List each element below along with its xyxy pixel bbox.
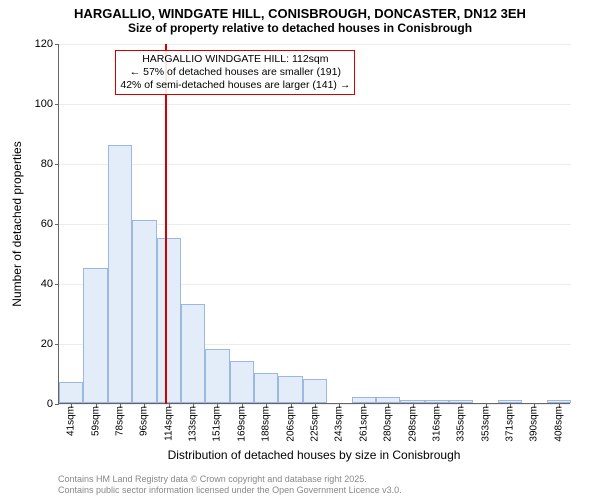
histogram-bar	[376, 397, 400, 403]
x-tick-label: 335sqm	[456, 406, 467, 442]
x-tick-label: 188sqm	[261, 406, 272, 442]
chart-subtitle: Size of property relative to detached ho…	[0, 21, 600, 35]
y-tick-label: 20	[41, 338, 59, 350]
footer-line-2: Contains public sector information licen…	[58, 485, 402, 496]
x-tick-label: 169sqm	[236, 406, 247, 442]
histogram-bar	[278, 376, 302, 403]
chart-plot-area: 02040608010012041sqm59sqm78sqm96sqm114sq…	[58, 44, 570, 404]
annotation-box: HARGALLIO WINDGATE HILL: 112sqm← 57% of …	[115, 50, 355, 95]
histogram-bar	[425, 400, 449, 403]
x-tick-label: 371sqm	[505, 406, 516, 442]
histogram-bar	[59, 382, 83, 403]
x-tick-label: 261sqm	[358, 406, 369, 442]
y-tick-label: 120	[35, 38, 59, 50]
property-marker-line	[165, 44, 167, 404]
x-tick-label: 408sqm	[553, 406, 564, 442]
histogram-bar	[352, 397, 376, 403]
x-tick-label: 316sqm	[431, 406, 442, 442]
chart-title: HARGALLIO, WINDGATE HILL, CONISBROUGH, D…	[0, 6, 600, 21]
histogram-bar	[254, 373, 278, 403]
histogram-bar	[132, 220, 156, 403]
x-tick-label: 298sqm	[407, 406, 418, 442]
x-tick-label: 280sqm	[383, 406, 394, 442]
y-tick-label: 80	[41, 158, 59, 170]
y-tick-label: 0	[47, 398, 59, 410]
x-axis-label: Distribution of detached houses by size …	[58, 448, 570, 462]
annotation-line: ← 57% of detached houses are smaller (19…	[120, 66, 350, 79]
x-tick-label: 390sqm	[529, 406, 540, 442]
annotation-line: HARGALLIO WINDGATE HILL: 112sqm	[120, 53, 350, 66]
histogram-bar	[547, 400, 571, 403]
x-tick-label: 96sqm	[139, 406, 150, 436]
x-tick-label: 225sqm	[310, 406, 321, 442]
y-axis-label: Number of detached properties	[10, 141, 24, 306]
x-tick-label: 78sqm	[114, 406, 125, 436]
histogram-bar	[83, 268, 107, 403]
gridline	[59, 164, 571, 165]
histogram-bar	[205, 349, 229, 403]
x-tick-label: 133sqm	[188, 406, 199, 442]
histogram-bar	[181, 304, 205, 403]
y-tick-label: 40	[41, 278, 59, 290]
x-tick-label: 353sqm	[480, 406, 491, 442]
histogram-bar	[303, 379, 327, 403]
x-tick-label: 114sqm	[163, 406, 174, 441]
x-tick-label: 243sqm	[334, 406, 345, 442]
x-tick-label: 206sqm	[285, 406, 296, 442]
histogram-bar	[498, 400, 522, 403]
annotation-line: 42% of semi-detached houses are larger (…	[120, 79, 350, 92]
footer-line-1: Contains HM Land Registry data © Crown c…	[58, 474, 402, 485]
histogram-bar	[230, 361, 254, 403]
histogram-bar	[400, 400, 424, 403]
y-tick-label: 60	[41, 218, 59, 230]
y-tick-label: 100	[35, 98, 59, 110]
x-tick-label: 151sqm	[212, 406, 223, 442]
x-tick-label: 41sqm	[66, 406, 77, 436]
footer-attribution: Contains HM Land Registry data © Crown c…	[58, 474, 402, 497]
histogram-bar	[108, 145, 132, 403]
histogram-bar	[157, 238, 181, 403]
gridline	[59, 104, 571, 105]
x-tick-label: 59sqm	[90, 406, 101, 436]
histogram-bar	[449, 400, 473, 403]
gridline	[59, 44, 571, 45]
